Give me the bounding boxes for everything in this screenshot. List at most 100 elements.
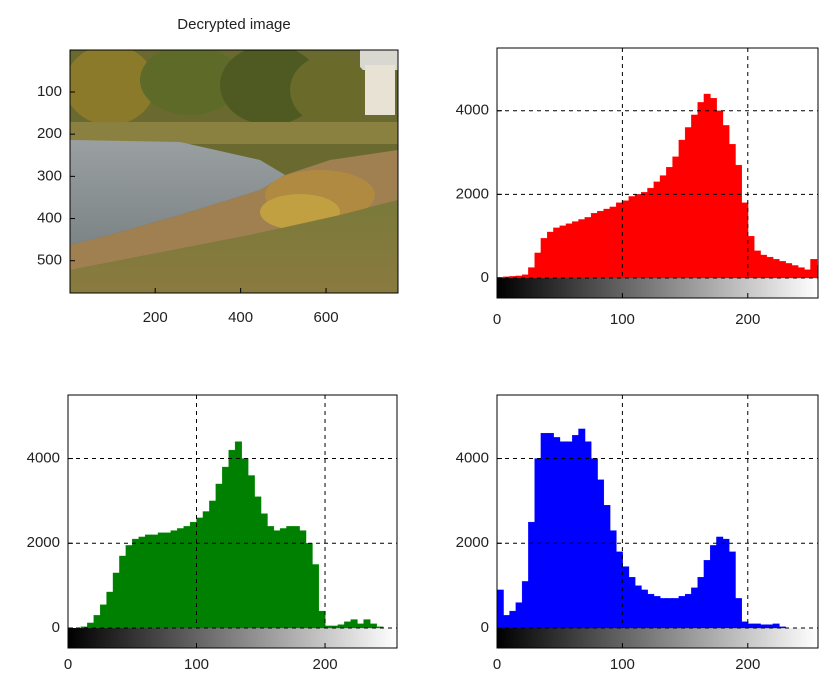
histogram-bar [723,539,730,628]
histogram-bar [729,144,736,278]
histogram-bar [351,620,358,628]
histogram-bar [184,526,191,628]
chart-title: Decrypted image [177,16,290,33]
x-tick-label: 0 [493,311,501,328]
histogram-bar [216,484,223,628]
histogram-bar [344,622,351,628]
histogram-bar [528,268,535,278]
histogram-bar [773,259,780,278]
histogram-bar [547,232,554,278]
x-tick-label: 200 [735,656,760,673]
histogram-bar [666,167,673,278]
histogram-bar [364,620,371,628]
histogram-bar [779,261,786,278]
histogram-bar [785,263,792,278]
histogram-bar [622,201,629,278]
x-tick-label: 200 [735,311,760,328]
histogram-bar [306,543,313,628]
histogram-bar [760,625,767,628]
histogram-bar [742,203,749,278]
histogram-bar [616,552,623,628]
histogram-bar [503,615,510,628]
histogram-bar [541,238,548,278]
histogram-bar [660,598,667,628]
histogram-bar [798,268,805,278]
histogram-bar [810,259,817,278]
histogram-bar [229,450,236,628]
x-tick-label: 200 [313,656,338,673]
histogram-bar [126,545,133,628]
histogram-bar [622,567,629,628]
histogram-bar [560,226,567,278]
histogram-bar [516,603,523,628]
y-tick-label: 500 [37,252,62,269]
histogram-bar [804,270,811,278]
histogram-bar [152,535,159,628]
histogram-bar [685,594,692,628]
histogram-bar [729,552,736,628]
histogram-bar [319,611,326,628]
histogram-bar [299,531,306,628]
histogram-bar [547,433,554,628]
histogram-bar [666,598,673,628]
histogram-bar [203,512,210,629]
histogram-bar [190,522,197,628]
histogram-bar [553,437,560,628]
histogram-bar [145,535,152,628]
histogram-bar [647,188,654,278]
histogram-bar [158,533,165,628]
x-tick-label: 400 [228,309,253,326]
histogram-bar [748,624,755,628]
colorbar [68,628,397,648]
histogram-bar [748,236,755,278]
histogram-bar [87,623,94,628]
histogram-bar [660,176,667,278]
y-tick-label: 0 [52,619,60,636]
histogram-bar [197,518,204,628]
histogram-bar [635,586,642,628]
histogram-bar [604,505,611,628]
histogram-bar [735,598,742,628]
histogram-bar [610,531,617,628]
histogram-bar [566,442,573,628]
histogram-bar [522,581,529,628]
histogram-bar [261,514,268,628]
histogram-bar [497,590,504,628]
histogram-bar [585,217,592,278]
histogram-bar [100,605,107,628]
histogram-bar [119,556,126,628]
histogram-bar [274,531,281,628]
histogram-bar [698,102,705,278]
colorbar [497,628,818,648]
histogram-bar [710,545,717,628]
histogram-bar [641,590,648,628]
histogram-bar [528,522,535,628]
histogram-bar [754,251,761,278]
histogram-bar [767,625,774,628]
histogram-bar [248,475,255,628]
histogram-bar [357,624,364,628]
y-tick-label: 100 [37,83,62,100]
histogram-bar [629,196,636,278]
histogram-bar [641,192,648,278]
y-tick-label: 4000 [27,450,60,467]
histogram-bar [293,526,300,628]
histogram-bar [541,433,548,628]
histogram-bar [716,537,723,628]
histogram-bar [591,213,598,278]
histogram-bar [235,442,242,628]
histogram-bar [673,157,680,278]
histogram-bar [107,592,114,628]
histogram-bar [635,194,642,278]
y-tick-label: 400 [37,210,62,227]
histogram-bar [679,140,686,278]
histogram-bar [312,564,319,628]
histogram-bar [792,265,799,278]
x-tick-label: 600 [314,309,339,326]
y-tick-label: 2000 [456,185,489,202]
y-tick-label: 2000 [456,534,489,551]
colorbar [497,278,818,298]
y-tick-label: 300 [37,167,62,184]
histogram-bar [760,255,767,278]
y-tick-label: 4000 [456,450,489,467]
